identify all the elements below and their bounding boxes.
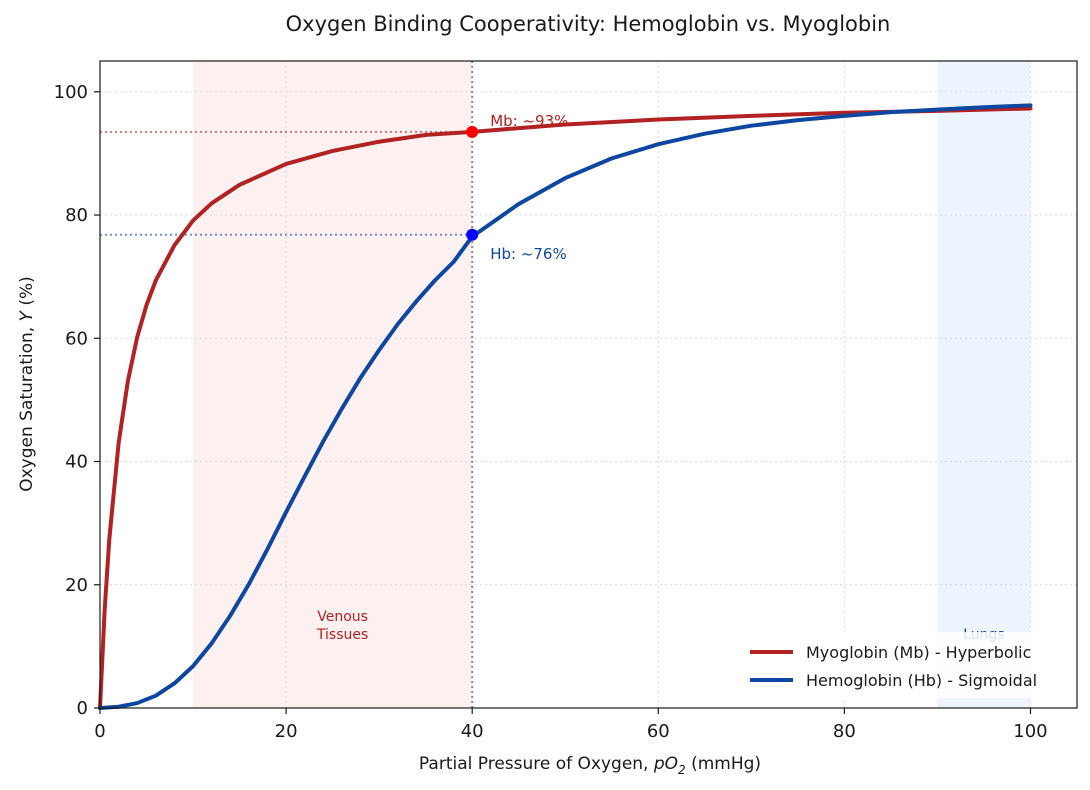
- legend-label-hemoglobin: Hemoglobin (Hb) - Sigmoidal: [806, 671, 1037, 690]
- chart-title: Oxygen Binding Cooperativity: Hemoglobin…: [286, 12, 891, 36]
- legend-label-myoglobin: Myoglobin (Mb) - Hyperbolic: [806, 643, 1031, 662]
- y-tick-label-4: 80: [65, 205, 88, 226]
- region-label-0-1: Tissues: [316, 627, 368, 643]
- x-tick-label-5: 100: [1013, 721, 1047, 742]
- x-tick-label-2: 40: [461, 721, 484, 742]
- legend: Myoglobin (Mb) - Hyperbolic Hemoglobin (…: [738, 632, 1068, 698]
- region-label-0-0: Venous: [317, 609, 368, 625]
- series-lines: [98, 103, 1033, 710]
- x-tick-label-4: 80: [833, 721, 856, 742]
- y-tick-label-0: 0: [77, 698, 88, 719]
- marker-label-1: Hb: ~76%: [490, 245, 567, 263]
- markers: Mb: ~93% Hb: ~76%: [466, 112, 568, 263]
- reference-lines: [100, 61, 474, 708]
- y-tick-label-5: 100: [54, 82, 88, 103]
- x-tick-label-3: 60: [647, 721, 670, 742]
- axis-ticks: 0 20 40 60 80 100 0 20 40 60 80 100: [54, 82, 1048, 742]
- x-axis-label: Partial Pressure of Oxygen, pO2 (mmHg): [419, 754, 761, 777]
- x-tick-label-1: 20: [275, 721, 298, 742]
- y-tick-label-2: 40: [65, 452, 88, 473]
- marker-point-1: [466, 228, 479, 241]
- marker-point-0: [466, 125, 479, 138]
- series-line-1: [98, 103, 1033, 710]
- series-line-0: [98, 106, 1033, 710]
- y-axis-label: Oxygen Saturation, Y (%): [17, 276, 37, 492]
- region-1: [937, 61, 1031, 708]
- plot-frame: [99, 60, 1078, 709]
- marker-label-0: Mb: ~93%: [490, 112, 568, 130]
- y-tick-label-1: 20: [65, 575, 88, 596]
- legend-box: [738, 632, 1068, 698]
- x-tick-label-0: 0: [94, 721, 105, 742]
- y-tick-label-3: 60: [65, 328, 88, 349]
